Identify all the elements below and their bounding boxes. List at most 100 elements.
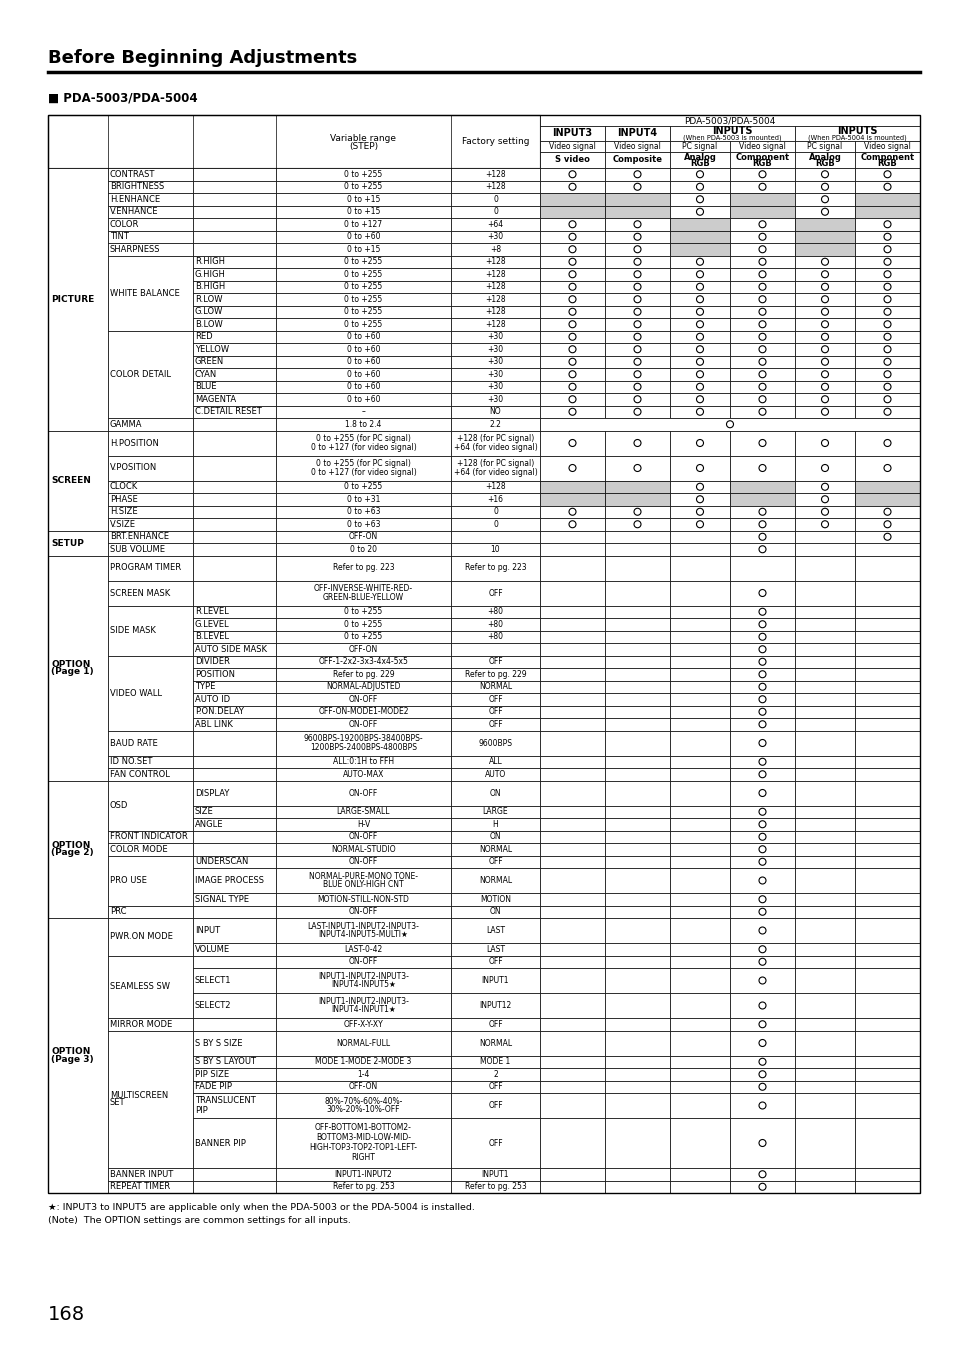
Bar bbox=[604, 481, 669, 493]
Bar bbox=[451, 867, 539, 893]
Bar bbox=[275, 168, 451, 181]
Bar bbox=[794, 631, 854, 643]
Text: INPUT1: INPUT1 bbox=[481, 1170, 509, 1179]
Text: 0 to +60: 0 to +60 bbox=[346, 345, 380, 354]
Bar bbox=[451, 893, 539, 905]
Text: 1200BPS-2400BPS-4800BPS: 1200BPS-2400BPS-4800BPS bbox=[310, 743, 416, 751]
Text: BOTTOM3-MID-LOW-MID-: BOTTOM3-MID-LOW-MID- bbox=[315, 1133, 411, 1143]
Bar bbox=[854, 817, 919, 831]
Bar bbox=[794, 193, 854, 205]
Text: RED: RED bbox=[194, 332, 213, 342]
Text: DIVIDER: DIVIDER bbox=[194, 657, 230, 666]
Bar bbox=[854, 281, 919, 293]
Bar bbox=[539, 367, 604, 381]
Bar bbox=[604, 367, 669, 381]
Text: (When PDA-5003 is mounted): (When PDA-5003 is mounted) bbox=[682, 134, 781, 141]
Bar bbox=[451, 1069, 539, 1081]
Bar bbox=[193, 1093, 275, 1119]
Text: OFF: OFF bbox=[488, 1020, 502, 1028]
Bar bbox=[451, 367, 539, 381]
Bar bbox=[451, 231, 539, 243]
Bar bbox=[193, 955, 275, 969]
Bar bbox=[669, 231, 729, 243]
Bar bbox=[451, 1181, 539, 1193]
Bar bbox=[48, 781, 108, 917]
Bar bbox=[794, 493, 854, 505]
Bar bbox=[669, 831, 729, 843]
Bar bbox=[539, 1031, 604, 1055]
Bar bbox=[604, 205, 669, 218]
Text: SEAMLESS SW: SEAMLESS SW bbox=[110, 982, 170, 992]
Text: NORMAL-PURE-MONO TONE-: NORMAL-PURE-MONO TONE- bbox=[309, 871, 417, 881]
Bar bbox=[669, 1055, 729, 1069]
Text: +8: +8 bbox=[490, 245, 500, 254]
Bar bbox=[275, 255, 451, 267]
Text: 0 to +60: 0 to +60 bbox=[346, 370, 380, 378]
Bar bbox=[604, 617, 669, 631]
Text: 0 to +127 (for video signal): 0 to +127 (for video signal) bbox=[311, 443, 416, 451]
Bar bbox=[794, 1055, 854, 1069]
Bar bbox=[729, 381, 794, 393]
Bar bbox=[854, 993, 919, 1019]
Bar bbox=[794, 855, 854, 867]
Text: OFF: OFF bbox=[488, 958, 502, 966]
Bar bbox=[451, 767, 539, 781]
Bar bbox=[275, 955, 451, 969]
Bar bbox=[729, 455, 794, 481]
Text: AUTO ID: AUTO ID bbox=[194, 694, 230, 704]
Bar bbox=[451, 305, 539, 317]
Bar bbox=[669, 393, 729, 405]
Bar bbox=[275, 1019, 451, 1031]
Text: BRIGHTNESS: BRIGHTNESS bbox=[110, 182, 164, 192]
Text: SIGNAL TYPE: SIGNAL TYPE bbox=[194, 894, 249, 904]
Bar bbox=[451, 805, 539, 817]
Text: LAST-INPUT1-INPUT2-INPUT3-: LAST-INPUT1-INPUT2-INPUT3- bbox=[307, 921, 419, 931]
Bar bbox=[193, 1081, 275, 1093]
Bar bbox=[854, 1031, 919, 1055]
Text: Analog: Analog bbox=[808, 153, 841, 162]
Text: REPEAT TIMER: REPEAT TIMER bbox=[110, 1182, 170, 1192]
Bar bbox=[794, 969, 854, 993]
Bar bbox=[729, 667, 794, 681]
Bar bbox=[669, 1169, 729, 1181]
Bar bbox=[669, 805, 729, 817]
Text: 0: 0 bbox=[493, 207, 497, 216]
Text: Variable range: Variable range bbox=[330, 134, 396, 143]
Text: +128 (for PC signal): +128 (for PC signal) bbox=[456, 434, 534, 443]
Bar bbox=[729, 141, 794, 153]
Bar bbox=[669, 681, 729, 693]
Text: ON: ON bbox=[489, 789, 500, 797]
Text: BAUD RATE: BAUD RATE bbox=[110, 739, 157, 747]
Bar bbox=[193, 317, 275, 331]
Bar bbox=[794, 181, 854, 193]
Bar bbox=[729, 755, 794, 767]
Text: +128 (for PC signal): +128 (for PC signal) bbox=[456, 459, 534, 469]
Bar bbox=[854, 141, 919, 153]
Bar bbox=[451, 405, 539, 417]
Bar bbox=[275, 717, 451, 731]
Bar bbox=[794, 343, 854, 355]
Bar bbox=[451, 431, 539, 455]
Bar bbox=[108, 231, 193, 243]
Bar bbox=[604, 343, 669, 355]
Bar bbox=[108, 917, 193, 955]
Bar bbox=[48, 917, 108, 1193]
Bar bbox=[854, 205, 919, 218]
Bar bbox=[539, 643, 604, 655]
Bar bbox=[193, 655, 275, 667]
Bar bbox=[275, 1081, 451, 1093]
Text: RGB: RGB bbox=[689, 159, 709, 169]
Text: +64 (for video signal): +64 (for video signal) bbox=[453, 467, 537, 477]
Bar bbox=[729, 617, 794, 631]
Bar bbox=[539, 705, 604, 717]
Text: OFF: OFF bbox=[488, 1101, 502, 1111]
Bar bbox=[108, 431, 193, 455]
Bar bbox=[539, 205, 604, 218]
Bar bbox=[854, 867, 919, 893]
Text: 1-4: 1-4 bbox=[357, 1070, 370, 1078]
Bar bbox=[669, 667, 729, 681]
Bar bbox=[854, 693, 919, 705]
Bar bbox=[193, 681, 275, 693]
Bar bbox=[193, 381, 275, 393]
Bar bbox=[451, 531, 539, 543]
